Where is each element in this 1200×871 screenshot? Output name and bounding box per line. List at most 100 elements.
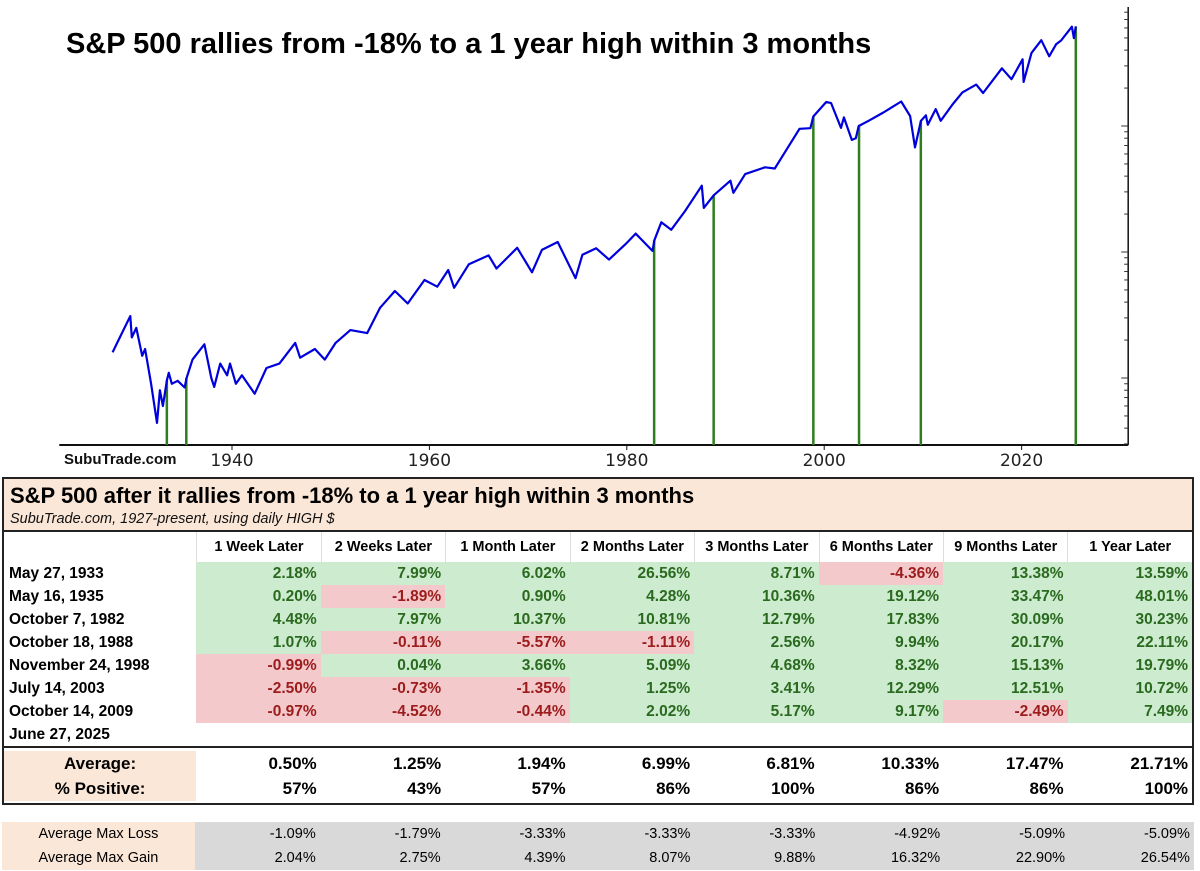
return-cell: 13.59% — [1067, 562, 1193, 585]
return-cell: 10.36% — [694, 585, 819, 608]
return-cell — [819, 723, 943, 746]
return-cell: 6.02% — [445, 562, 570, 585]
results-table: S&P 500 after it rallies from -18% to a … — [2, 477, 1194, 805]
return-cell: 4.28% — [569, 585, 695, 608]
summary-label: Average: — [4, 751, 197, 776]
sp500-price-line — [111, 25, 1077, 424]
return-cell: 7.97% — [320, 608, 446, 631]
summary-value: 100% — [1144, 778, 1189, 798]
return-cell: -4.52% — [320, 700, 446, 723]
max-stat-value: -3.33% — [569, 822, 695, 846]
x-tick-label: 2020 — [1000, 451, 1043, 471]
max-stat-value: 4.39% — [444, 846, 570, 870]
summary-value: 1.94% — [517, 753, 566, 773]
column-header: 3 Months Later — [694, 532, 818, 562]
summary-label: % Positive: — [4, 776, 197, 801]
summary-section: Average: 0.50% 1.25% 1.94% 6.99% 6.81% 10.33% 1… — [4, 746, 1192, 803]
max-stat-value: -1.09% — [194, 822, 320, 846]
max-stat-label: Average Max Loss — [2, 822, 195, 846]
return-cell: -4.36% — [818, 562, 944, 585]
row-date: November 24, 1998 — [9, 656, 150, 674]
return-cell: -2.49% — [943, 700, 1068, 723]
table-row: May 27, 1933 2.18% 7.99% 6.02% 26.56% 8.71% -4… — [4, 562, 1193, 585]
return-cell: 8.71% — [694, 562, 819, 585]
summary-value: 0.50% — [268, 753, 317, 773]
summary-row: Average: 0.50% 1.25% 1.94% 6.99% 6.81% 10.33% 1… — [4, 751, 1192, 776]
row-date: June 27, 2025 — [9, 725, 110, 743]
max-stat-row: Average Max Loss -1.09% -1.79% -3.33% -3.33%… — [2, 822, 1194, 846]
table-title: S&P 500 after it rallies from -18% to a … — [10, 483, 695, 508]
return-cell: 2.18% — [196, 562, 321, 585]
table-row: October 7, 1982 4.48% 7.97% 10.37% 10.81% 12.… — [4, 608, 1193, 631]
max-stat-value: 2.75% — [319, 846, 445, 870]
return-cell: 12.29% — [818, 677, 944, 700]
max-stat-row: Average Max Gain 2.04% 2.75% 4.39% 8.07% 9.88… — [2, 846, 1194, 870]
table-header-box: S&P 500 after it rallies from -18% to a … — [4, 479, 1192, 532]
chart-title: S&P 500 rallies from -18% to a 1 year hi… — [66, 28, 872, 60]
return-cell: 0.90% — [445, 585, 570, 608]
return-cell: -1.35% — [445, 677, 570, 700]
table-row: October 18, 1988 1.07% -0.11% -5.57% -1.11% 2… — [4, 631, 1193, 654]
x-tick-label: 1980 — [605, 451, 648, 471]
summary-value: 6.81% — [766, 753, 815, 773]
return-cell: 3.41% — [694, 677, 819, 700]
price-chart: 1940 1960 1980 2000 2020 — [59, 7, 1129, 471]
max-stat-value: 8.07% — [569, 846, 695, 870]
column-header: 1 Month Later — [445, 532, 569, 562]
return-cell: -0.11% — [320, 631, 446, 654]
column-header: 1 Week Later — [196, 532, 320, 562]
row-date: October 14, 2009 — [9, 702, 134, 720]
watermark-text: SubuTrade.com — [64, 451, 177, 468]
summary-value: 57% — [282, 778, 317, 798]
return-cell: 3.66% — [445, 654, 570, 677]
max-stat-value: -3.33% — [444, 822, 570, 846]
max-stat-value: 26.54% — [1069, 846, 1194, 870]
column-header: 2 Weeks Later — [320, 532, 445, 562]
row-date: October 7, 1982 — [9, 610, 125, 628]
return-cell: 2.02% — [569, 700, 695, 723]
summary-value: 10.33% — [881, 753, 940, 773]
return-cell: 33.47% — [943, 585, 1068, 608]
x-tick-label: 1940 — [210, 451, 253, 471]
return-cell: 7.99% — [320, 562, 446, 585]
row-date: October 18, 1988 — [9, 633, 134, 651]
table-row: June 27, 2025 — [4, 723, 1192, 746]
return-cell: -2.50% — [196, 677, 321, 700]
return-cell: 22.11% — [1067, 631, 1193, 654]
return-cell: 9.94% — [818, 631, 944, 654]
max-stat-label: Average Max Gain — [2, 846, 195, 870]
return-cell: -0.44% — [445, 700, 570, 723]
return-cell: 48.01% — [1067, 585, 1193, 608]
table-row: November 24, 1998 -0.99% 0.04% 3.66% 5.09% 4.… — [4, 654, 1193, 677]
table-row: May 16, 1935 0.20% -1.89% 0.90% 4.28% 10.36% 1… — [4, 585, 1193, 608]
return-cell: 26.56% — [569, 562, 695, 585]
return-cell: 17.83% — [818, 608, 944, 631]
column-header: 2 Months Later — [569, 532, 694, 562]
row-date: May 27, 1933 — [9, 564, 104, 582]
return-cell: 19.12% — [818, 585, 944, 608]
return-cell: 15.13% — [943, 654, 1068, 677]
return-cell — [943, 723, 1067, 746]
table-column-headers: 1 Week Later 2 Weeks Later 1 Month Later 2 … — [4, 532, 1192, 562]
max-stat-value: 22.90% — [944, 846, 1070, 870]
column-header: 6 Months Later — [818, 532, 943, 562]
return-cell: 0.20% — [196, 585, 321, 608]
return-cell: -1.89% — [320, 585, 446, 608]
return-cell: 4.48% — [196, 608, 321, 631]
return-cell: 1.25% — [569, 677, 695, 700]
max-stat-value: 16.32% — [819, 846, 945, 870]
return-cell: 10.37% — [445, 608, 570, 631]
max-stat-value: -1.79% — [319, 822, 445, 846]
max-stat-value: 2.04% — [194, 846, 320, 870]
x-tick-label: 2000 — [803, 451, 846, 471]
return-cell — [570, 723, 694, 746]
summary-value: 86% — [656, 778, 691, 798]
max-stat-value: -5.09% — [944, 822, 1070, 846]
return-cell: 9.17% — [818, 700, 944, 723]
return-cell: 7.49% — [1067, 700, 1193, 723]
return-cell: 0.04% — [320, 654, 446, 677]
return-cell: 5.17% — [694, 700, 819, 723]
return-cell: -0.97% — [196, 700, 321, 723]
return-cell: 8.32% — [818, 654, 944, 677]
return-cell: 12.79% — [694, 608, 819, 631]
